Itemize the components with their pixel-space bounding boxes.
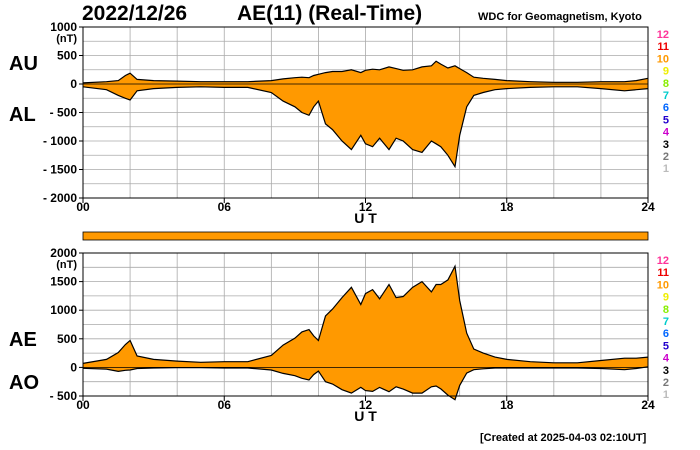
created-timestamp: [Created at 2025-04-03 02:10UT] [480,432,647,444]
data-availability-bar [82,231,649,241]
y-tick-label: 1000 [50,20,77,34]
x-tick-label: 00 [76,200,90,214]
station-legend-label: 11 [657,41,669,53]
station-legend-label: 9 [663,292,669,304]
station-legend-label: 1 [663,389,669,401]
station-legend-label: 3 [663,365,669,377]
index-label-au: AU [9,53,38,75]
series-line-au [82,60,649,84]
y-tick-label: 1000 [50,303,77,317]
y-tick-label: 1500 [50,275,77,289]
y-unit-label: (nT) [56,33,77,45]
y-tick-label: - 1000 [43,134,77,148]
y-tick-label: 2000 [50,246,77,260]
x-axis-label: U T [354,408,377,424]
y-tick-label: 0 [70,77,77,91]
station-legend-label: 7 [663,316,669,328]
y-tick-label: - 1500 [43,163,77,177]
station-legend-label: 2 [663,151,669,163]
station-legend-label: 12 [657,255,669,267]
station-legend-label: 1 [663,163,669,175]
station-legend-label: 5 [663,340,669,352]
station-legend-label: 4 [663,353,670,365]
institution-label: WDC for Geomagnetism, Kyoto [478,11,642,23]
x-tick-label: 06 [218,398,232,412]
x-tick-label: 18 [500,398,514,412]
series-line-ae [82,264,649,364]
x-tick-label: 06 [218,200,232,214]
x-tick-label: 18 [500,200,514,214]
chart-title: AE(11) (Real-Time) [237,2,423,25]
index-label-ao: AO [9,372,39,394]
station-legend-label: 2 [663,377,669,389]
y-tick-label: - 500 [50,106,78,120]
x-axis-label: U T [354,210,377,226]
x-tick-label: 12 [359,200,373,214]
station-legend-label: 11 [657,267,669,279]
station-legend-label: 4 [663,127,670,139]
y-unit-label: (nT) [56,259,77,271]
au-al-filled-area [83,61,648,167]
station-legend-label: 10 [657,53,669,65]
index-label-al: AL [9,104,36,126]
chart-date: 2022/12/26 [82,2,188,25]
y-tick-label: 500 [57,49,77,63]
index-label-ae: AE [9,329,37,351]
x-tick-label: 24 [641,200,655,214]
station-legend-label: 12 [657,29,669,41]
station-legend-label: 6 [663,102,669,114]
station-legend-label: 7 [663,90,669,102]
station-legend-label: 6 [663,328,669,340]
x-tick-label: 24 [641,398,655,412]
series-line-al [82,86,649,169]
x-tick-label: 12 [359,398,373,412]
y-tick-label: 500 [57,332,77,346]
x-tick-label: 00 [76,398,90,412]
station-legend-label: 10 [657,279,669,291]
station-legend-label: 9 [663,66,669,78]
station-legend-label: 3 [663,139,669,151]
y-tick-label: - 500 [50,389,78,403]
station-legend-label: 5 [663,114,669,126]
ae-ao-filled-area [83,266,648,400]
station-legend-label: 8 [663,78,669,90]
y-tick-label: 0 [70,360,77,374]
y-tick-label: - 2000 [43,191,77,205]
station-legend-label: 8 [663,304,669,316]
